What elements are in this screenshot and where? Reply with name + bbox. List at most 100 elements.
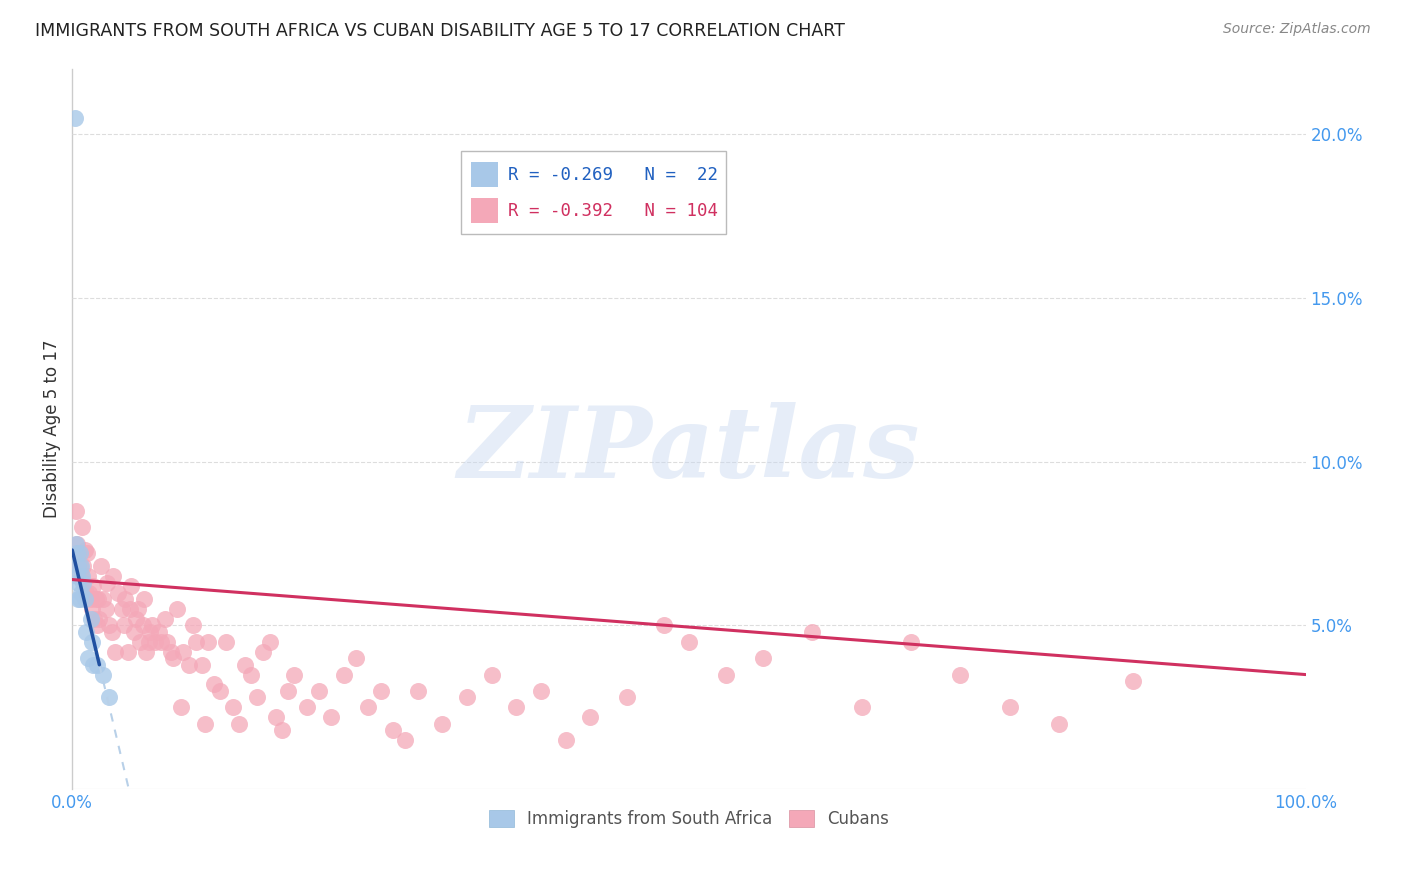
Point [89, 612, 111, 626]
Point [240, 667, 263, 681]
Point [202, 677, 225, 691]
Point [153, 612, 176, 626]
Point [75, 624, 97, 639]
Point [332, 667, 354, 681]
Point [170, 700, 193, 714]
Point [150, 635, 173, 649]
Point [394, 733, 416, 747]
Point [86, 657, 108, 672]
Point [156, 635, 179, 649]
Point [117, 645, 139, 659]
Point [100, 624, 122, 639]
Point [357, 700, 380, 714]
Point [530, 684, 553, 698]
Point [900, 635, 922, 649]
Point [998, 700, 1021, 714]
Point [801, 624, 824, 639]
Point [69, 592, 91, 607]
Point [127, 602, 149, 616]
FancyBboxPatch shape [471, 198, 498, 224]
Point [283, 667, 305, 681]
Point [73, 543, 96, 558]
Point [554, 733, 576, 747]
Point [132, 592, 155, 607]
Point [65, 536, 87, 550]
Point [82, 657, 104, 672]
Point [270, 723, 292, 738]
Text: R = -0.269   N =  22: R = -0.269 N = 22 [508, 166, 717, 184]
Point [179, 657, 201, 672]
Point [246, 690, 269, 705]
Point [83, 612, 105, 626]
Point [80, 635, 103, 649]
Point [252, 645, 274, 659]
Point [215, 635, 238, 649]
Point [228, 716, 250, 731]
Point [112, 618, 135, 632]
Point [579, 710, 602, 724]
Point [221, 700, 243, 714]
Point [233, 657, 256, 672]
Point [70, 585, 93, 599]
Point [82, 579, 104, 593]
Point [91, 592, 114, 607]
Point [652, 618, 675, 632]
Point [69, 546, 91, 560]
Point [79, 585, 101, 599]
Point [80, 602, 103, 616]
Point [73, 592, 96, 607]
Point [66, 546, 89, 560]
Point [96, 575, 118, 590]
Point [110, 602, 132, 616]
Point [120, 602, 142, 616]
Point [67, 559, 90, 574]
Point [63, 111, 86, 125]
Point [194, 716, 217, 731]
FancyBboxPatch shape [471, 162, 498, 187]
Point [181, 618, 204, 632]
Point [122, 624, 145, 639]
Point [67, 575, 90, 590]
Point [197, 635, 219, 649]
Point [77, 569, 100, 583]
Point [166, 602, 188, 616]
Point [406, 684, 429, 698]
Point [184, 635, 207, 649]
Point [72, 575, 94, 590]
Point [76, 546, 98, 560]
Point [162, 651, 184, 665]
Point [98, 618, 121, 632]
Point [505, 700, 527, 714]
Point [1047, 716, 1070, 731]
Point [143, 635, 166, 649]
Point [190, 657, 212, 672]
Point [381, 723, 404, 738]
Point [139, 624, 162, 639]
Point [86, 618, 108, 632]
FancyBboxPatch shape [461, 152, 725, 235]
Point [70, 569, 93, 583]
Point [80, 612, 103, 626]
Point [131, 618, 153, 632]
Point [87, 592, 110, 607]
Point [277, 684, 299, 698]
Point [678, 635, 700, 649]
Point [1122, 674, 1144, 689]
Point [209, 684, 232, 698]
Point [69, 559, 91, 574]
Point [120, 579, 142, 593]
Point [94, 602, 117, 616]
Point [77, 651, 100, 665]
Point [107, 585, 129, 599]
Point [70, 559, 93, 574]
Y-axis label: Disability Age 5 to 17: Disability Age 5 to 17 [44, 340, 60, 518]
Text: IMMIGRANTS FROM SOUTH AFRICA VS CUBAN DISABILITY AGE 5 TO 17 CORRELATION CHART: IMMIGRANTS FROM SOUTH AFRICA VS CUBAN DI… [35, 22, 845, 40]
Text: ZIPatlas: ZIPatlas [458, 402, 920, 499]
Point [75, 585, 97, 599]
Point [138, 635, 160, 649]
Point [104, 645, 127, 659]
Text: R = -0.392   N = 104: R = -0.392 N = 104 [508, 202, 717, 220]
Point [70, 520, 93, 534]
Point [67, 546, 90, 560]
Point [851, 700, 873, 714]
